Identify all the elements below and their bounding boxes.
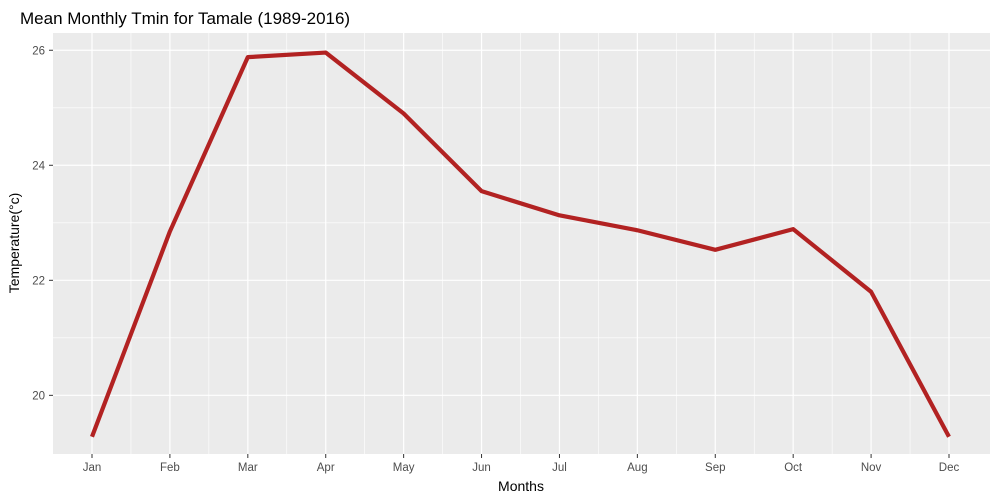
x-tick-label: May <box>393 462 415 474</box>
y-tick-label: 24 <box>32 160 45 172</box>
axis-ticks <box>49 49 950 458</box>
x-tick-label: Feb <box>160 462 180 474</box>
x-tick-label: Jul <box>552 462 567 474</box>
x-tick-label: Aug <box>627 462 647 474</box>
plot-panel <box>53 33 990 454</box>
x-tick-label: Dec <box>939 462 960 474</box>
x-tick-label: Nov <box>861 462 882 474</box>
chart-title: Mean Monthly Tmin for Tamale (1989-2016) <box>20 9 350 28</box>
x-tick-label: Jun <box>472 462 491 474</box>
x-tick-label: Jan <box>83 462 102 474</box>
y-axis-title: Temperature(°c) <box>6 193 22 294</box>
y-tick-label: 26 <box>32 45 45 57</box>
x-tick-label: Mar <box>238 462 258 474</box>
y-tick-label: 20 <box>32 390 45 402</box>
series-layer <box>90 50 951 438</box>
tick-labels: 20 22 24 26 Jan Feb Mar Apr May Jun Jul Aug Sep Oct No… <box>32 45 959 474</box>
x-axis-title: Months <box>498 478 544 494</box>
grid-lines <box>53 33 990 454</box>
x-tick-label: Sep <box>705 462 725 474</box>
y-tick-label: 22 <box>32 275 45 287</box>
temperature-series-line <box>90 50 951 438</box>
x-tick-label: Oct <box>784 462 803 474</box>
x-tick-label: Apr <box>317 462 335 474</box>
